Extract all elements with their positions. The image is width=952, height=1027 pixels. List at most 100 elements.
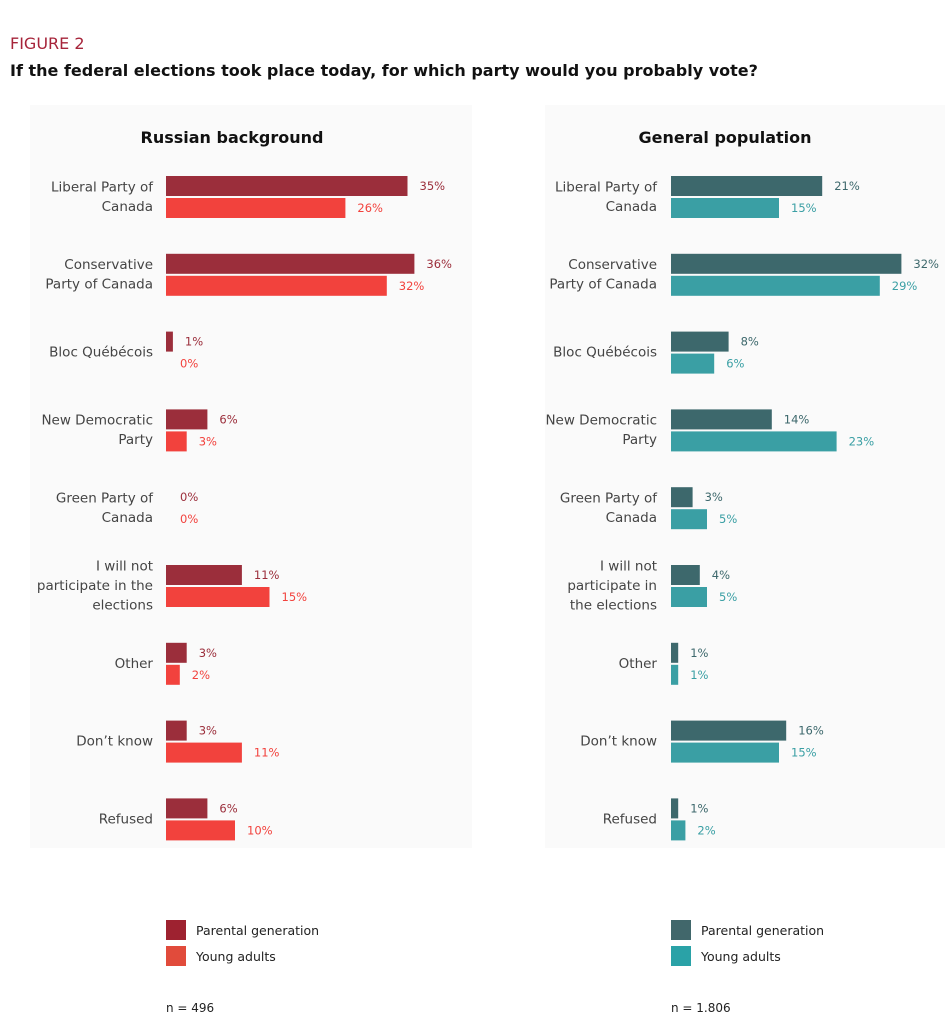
bar-parental bbox=[671, 253, 902, 274]
data-label: 15% bbox=[282, 590, 308, 604]
data-label: 14% bbox=[784, 412, 810, 426]
data-label: 6% bbox=[219, 412, 237, 426]
bar-young-adults bbox=[166, 275, 387, 296]
bar-parental bbox=[166, 409, 208, 430]
bar-young-adults bbox=[671, 664, 679, 685]
bar-parental bbox=[166, 642, 187, 663]
legend-label: Parental generation bbox=[196, 923, 319, 938]
data-label: 2% bbox=[192, 668, 210, 682]
data-label: 1% bbox=[690, 646, 708, 660]
data-label: 4% bbox=[712, 568, 730, 582]
data-label: 5% bbox=[719, 512, 737, 526]
category-label: Liberal Party of bbox=[555, 179, 658, 195]
category-label: New Democratic bbox=[545, 413, 657, 429]
legend-swatch bbox=[671, 946, 691, 966]
bar-parental bbox=[671, 409, 772, 430]
figure-label: FIGURE 2 bbox=[10, 34, 85, 53]
figure-title: If the federal elections took place toda… bbox=[10, 61, 758, 80]
data-label: 21% bbox=[834, 179, 860, 193]
category-label: Party of Canada bbox=[45, 277, 153, 293]
bar-young-adults bbox=[166, 198, 346, 218]
category-label: Refused bbox=[99, 811, 153, 827]
data-label: 3% bbox=[199, 646, 217, 660]
category-label: elections bbox=[92, 598, 153, 614]
category-label: Conservative bbox=[64, 257, 153, 273]
data-label: 36% bbox=[426, 257, 452, 271]
data-label: 26% bbox=[357, 201, 383, 215]
category-label: Don’t know bbox=[76, 734, 153, 750]
sample-size-note: n = 1.806 bbox=[671, 1001, 731, 1015]
bar-young-adults bbox=[671, 275, 880, 296]
category-label: Canada bbox=[606, 510, 657, 526]
legend-label: Young adults bbox=[700, 949, 781, 964]
legend-label: Parental generation bbox=[701, 923, 824, 938]
data-label: 23% bbox=[849, 434, 875, 448]
data-label: 1% bbox=[185, 335, 203, 349]
data-label: 11% bbox=[254, 746, 280, 760]
category-label: New Democratic bbox=[41, 413, 153, 429]
bar-young-adults bbox=[671, 742, 779, 763]
data-label: 3% bbox=[199, 434, 217, 448]
bar-young-adults bbox=[166, 587, 270, 607]
data-label: 16% bbox=[798, 724, 824, 738]
bar-parental bbox=[671, 487, 693, 508]
data-label: 32% bbox=[399, 279, 425, 293]
bar-young-adults bbox=[166, 742, 242, 763]
category-label: Party bbox=[622, 432, 657, 448]
data-label: 1% bbox=[690, 801, 708, 815]
bar-parental bbox=[166, 253, 415, 274]
bar-young-adults bbox=[166, 431, 187, 452]
data-label: 6% bbox=[219, 801, 237, 815]
category-label: participate in bbox=[567, 578, 657, 594]
bar-young-adults bbox=[671, 353, 715, 374]
sample-size-note: n = 496 bbox=[166, 1001, 214, 1015]
category-label: Party bbox=[118, 432, 153, 448]
data-label: 29% bbox=[892, 279, 918, 293]
category-label: Green Party of bbox=[56, 490, 154, 506]
bar-parental bbox=[671, 642, 679, 663]
bar-parental bbox=[671, 331, 729, 352]
bar-parental bbox=[166, 720, 187, 741]
panel-title: Russian background bbox=[141, 128, 324, 147]
category-label: Canada bbox=[102, 510, 153, 526]
category-label: Conservative bbox=[568, 257, 657, 273]
legend-label: Young adults bbox=[195, 949, 276, 964]
data-label: 5% bbox=[719, 590, 737, 604]
category-label: Canada bbox=[606, 199, 657, 215]
category-label: participate in the bbox=[37, 578, 153, 594]
category-label: Other bbox=[619, 656, 658, 672]
category-label: Bloc Québécois bbox=[49, 345, 153, 361]
bar-parental bbox=[166, 331, 173, 352]
bar-parental bbox=[166, 565, 242, 585]
bar-young-adults bbox=[166, 820, 235, 841]
bar-parental bbox=[671, 176, 823, 196]
bar-parental bbox=[671, 720, 787, 741]
category-label: I will not bbox=[600, 559, 657, 575]
bar-parental bbox=[166, 176, 408, 196]
bar-young-adults bbox=[671, 587, 707, 607]
bar-young-adults bbox=[166, 664, 180, 685]
data-label: 11% bbox=[254, 568, 280, 582]
category-label: I will not bbox=[96, 559, 153, 575]
bar-parental bbox=[671, 798, 679, 819]
data-label: 15% bbox=[791, 746, 817, 760]
data-label: 0% bbox=[180, 357, 198, 371]
category-label: Party of Canada bbox=[549, 277, 657, 293]
data-label: 1% bbox=[690, 668, 708, 682]
bar-young-adults bbox=[671, 198, 779, 218]
category-label: Canada bbox=[102, 199, 153, 215]
bar-young-adults bbox=[671, 431, 837, 452]
legend-swatch bbox=[671, 920, 691, 940]
data-label: 32% bbox=[913, 257, 939, 271]
category-label: Green Party of bbox=[560, 490, 658, 506]
category-label: Don’t know bbox=[580, 734, 657, 750]
bar-parental bbox=[671, 565, 700, 585]
data-label: 0% bbox=[180, 512, 198, 526]
legend-swatch bbox=[166, 946, 186, 966]
data-label: 8% bbox=[741, 335, 759, 349]
category-label: Other bbox=[115, 656, 154, 672]
panel-background bbox=[30, 105, 472, 848]
data-label: 35% bbox=[420, 179, 446, 193]
